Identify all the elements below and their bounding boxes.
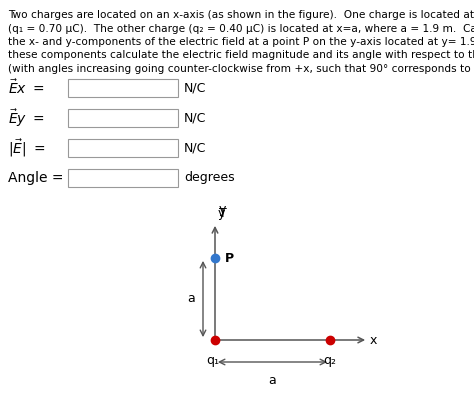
Text: a: a	[269, 374, 276, 387]
Text: N/C: N/C	[184, 111, 206, 124]
Text: P: P	[225, 252, 234, 265]
Text: x: x	[370, 335, 377, 348]
Text: (q₁ = 0.70 μC).  The other charge (q₂ = 0.40 μC) is located at x=a, where a = 1.: (q₁ = 0.70 μC). The other charge (q₂ = 0…	[8, 23, 474, 34]
Bar	[68, 139, 178, 157]
Bar	[68, 109, 178, 127]
Bar	[68, 79, 178, 97]
Text: N/C: N/C	[184, 81, 206, 94]
Text: these components calculate the electric field magnitude and its angle with respe: these components calculate the electric …	[8, 51, 474, 60]
Text: Angle =: Angle =	[8, 171, 64, 185]
Text: N/C: N/C	[184, 141, 206, 154]
Text: degrees: degrees	[184, 171, 235, 184]
Text: q₁: q₁	[207, 354, 219, 367]
Text: q₂: q₂	[323, 354, 337, 367]
Text: Two charges are located on an x-axis (as shown in the figure).  One charge is lo: Two charges are located on an x-axis (as…	[8, 10, 474, 20]
Text: a: a	[187, 293, 195, 305]
Text: $\vec{E}x\ =$: $\vec{E}x\ =$	[8, 79, 44, 97]
Text: y: y	[219, 203, 227, 216]
Text: T: T	[219, 207, 227, 220]
Text: $|\vec{E}|\ =$: $|\vec{E}|\ =$	[8, 137, 46, 159]
Text: y: y	[218, 207, 225, 220]
Text: $\vec{E}y\ =$: $\vec{E}y\ =$	[8, 107, 44, 129]
Bar	[68, 169, 178, 187]
Text: the x- and y-components of the electric field at a point P on the y-axis located: the x- and y-components of the electric …	[8, 37, 474, 47]
Text: (with angles increasing going counter-clockwise from +x, such that 90° correspon: (with angles increasing going counter-cl…	[8, 64, 474, 74]
